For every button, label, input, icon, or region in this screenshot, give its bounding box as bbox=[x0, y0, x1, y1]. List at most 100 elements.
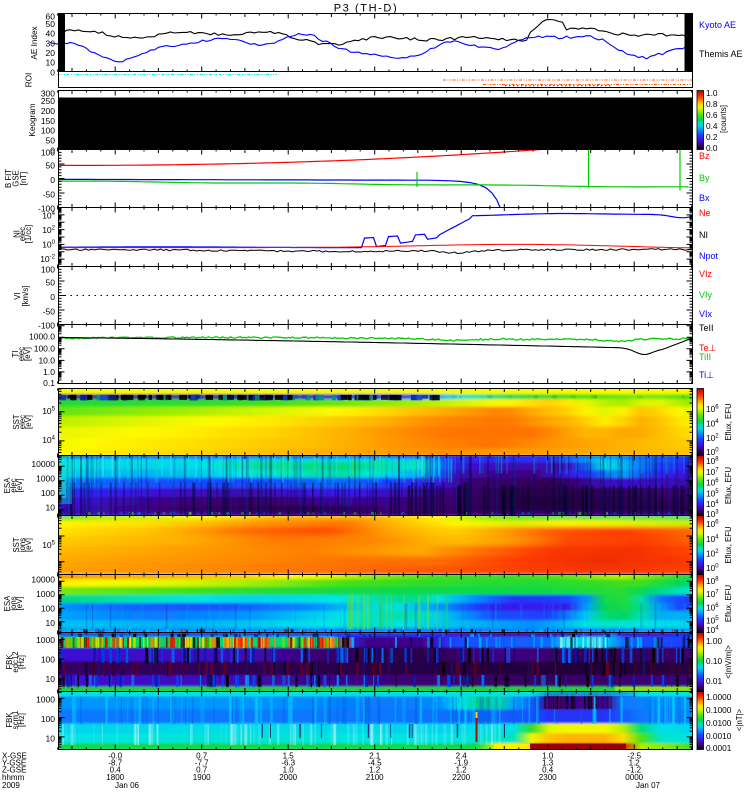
svg-text:Bx: Bx bbox=[699, 193, 710, 203]
svg-text:Ne: Ne bbox=[699, 208, 711, 218]
svg-text:elec: elec bbox=[9, 478, 18, 492]
svg-text:0000: 0000 bbox=[625, 773, 643, 782]
svg-text:102: 102 bbox=[706, 549, 719, 559]
svg-text:0.1000: 0.1000 bbox=[706, 705, 732, 715]
svg-text:<|nT|>: <|nT|> bbox=[735, 708, 744, 731]
svg-text:102: 102 bbox=[706, 433, 719, 443]
svg-text:VIy: VIy bbox=[699, 290, 713, 300]
svg-text:elec: elec bbox=[18, 415, 27, 429]
svg-text:Eflux, EFU: Eflux, EFU bbox=[724, 467, 733, 505]
svg-text:2009: 2009 bbox=[2, 781, 20, 790]
svg-text:100: 100 bbox=[41, 126, 55, 136]
svg-text:NI: NI bbox=[13, 230, 22, 238]
svg-text:1000: 1000 bbox=[36, 474, 55, 484]
svg-text:10000: 10000 bbox=[31, 575, 55, 585]
svg-text:104: 104 bbox=[706, 419, 719, 429]
svg-text:300: 300 bbox=[41, 88, 55, 98]
svg-text:Eflux, EFU: Eflux, EFU bbox=[724, 526, 733, 564]
svg-text:By: By bbox=[699, 173, 710, 183]
svg-text:Keogram: Keogram bbox=[28, 103, 37, 136]
svg-text:VI: VI bbox=[13, 292, 22, 299]
svg-text:1.00: 1.00 bbox=[706, 636, 723, 646]
svg-text:1.3: 1.3 bbox=[542, 759, 554, 768]
svg-text:[nT]: [nT] bbox=[19, 172, 28, 185]
svg-text:30: 30 bbox=[46, 38, 56, 48]
svg-text:[Hz]: [Hz] bbox=[17, 713, 26, 727]
svg-text:0.0001: 0.0001 bbox=[706, 743, 732, 753]
svg-text:20: 20 bbox=[46, 48, 56, 58]
svg-text:hhmm: hhmm bbox=[2, 773, 25, 782]
svg-text:0.0: 0.0 bbox=[706, 143, 718, 153]
svg-text:250: 250 bbox=[41, 96, 55, 106]
svg-text:ROI: ROI bbox=[25, 73, 34, 88]
svg-text:VIz: VIz bbox=[699, 269, 713, 279]
svg-text:Eflux, EFU: Eflux, EFU bbox=[724, 403, 733, 441]
svg-text:104: 104 bbox=[706, 625, 719, 635]
svg-text:0.6: 0.6 bbox=[706, 110, 718, 120]
svg-text:1900: 1900 bbox=[193, 773, 211, 782]
svg-text:2000: 2000 bbox=[279, 773, 297, 782]
svg-text:0.4: 0.4 bbox=[706, 121, 718, 131]
svg-text:10: 10 bbox=[46, 674, 56, 684]
svg-text:104: 104 bbox=[42, 210, 55, 220]
svg-text:2.4: 2.4 bbox=[456, 752, 468, 761]
svg-text:0.4: 0.4 bbox=[110, 766, 122, 775]
svg-text:2300: 2300 bbox=[539, 773, 557, 782]
svg-text:FBK: FBK bbox=[5, 712, 14, 728]
svg-text:AE Index: AE Index bbox=[30, 26, 39, 59]
svg-text:ions: ions bbox=[18, 538, 27, 552]
svg-text:0.7: 0.7 bbox=[196, 752, 208, 761]
svg-text:50: 50 bbox=[46, 160, 56, 170]
svg-text:150: 150 bbox=[41, 116, 55, 126]
svg-text:107: 107 bbox=[706, 589, 719, 599]
svg-text:0: 0 bbox=[50, 67, 55, 77]
svg-text:1000: 1000 bbox=[36, 695, 55, 705]
svg-text:[eV]: [eV] bbox=[24, 538, 33, 552]
svg-text:50: 50 bbox=[46, 136, 56, 146]
svg-text:TeII: TeII bbox=[699, 323, 714, 333]
svg-text:0: 0 bbox=[50, 175, 55, 185]
svg-text:-50: -50 bbox=[43, 189, 56, 199]
svg-text:Bz: Bz bbox=[699, 151, 710, 161]
svg-text:10: 10 bbox=[46, 734, 56, 744]
svg-text:1.2: 1.2 bbox=[456, 766, 468, 775]
svg-text:104: 104 bbox=[706, 534, 719, 544]
svg-text:50: 50 bbox=[46, 19, 56, 29]
svg-text:2200: 2200 bbox=[452, 773, 470, 782]
svg-text:0: 0 bbox=[50, 145, 55, 155]
svg-text:105: 105 bbox=[706, 616, 719, 626]
svg-text:100: 100 bbox=[706, 563, 719, 573]
svg-text:1000: 1000 bbox=[36, 635, 55, 645]
svg-text:[counts]: [counts] bbox=[719, 105, 728, 133]
svg-text:Ti⊥: Ti⊥ bbox=[699, 370, 714, 380]
svg-text:1000: 1000 bbox=[36, 589, 55, 599]
svg-text:100: 100 bbox=[706, 447, 719, 457]
svg-text:2.1: 2.1 bbox=[369, 752, 381, 761]
svg-text:0.01: 0.01 bbox=[706, 676, 723, 686]
svg-text:[eV]: [eV] bbox=[15, 479, 24, 493]
svg-text:FBK: FBK bbox=[5, 654, 14, 670]
svg-text:0.0100: 0.0100 bbox=[706, 718, 732, 728]
svg-text:105: 105 bbox=[42, 540, 55, 550]
svg-text:VIx: VIx bbox=[699, 309, 713, 319]
svg-text:0.7: 0.7 bbox=[196, 766, 208, 775]
svg-text:100: 100 bbox=[41, 604, 55, 614]
svg-text:1.0: 1.0 bbox=[706, 88, 718, 98]
svg-text:-7.7: -7.7 bbox=[195, 759, 209, 768]
svg-text:10.0: 10.0 bbox=[38, 355, 55, 365]
svg-text:1.2: 1.2 bbox=[629, 759, 641, 768]
svg-text:1.0: 1.0 bbox=[43, 367, 55, 377]
svg-text:-100: -100 bbox=[38, 204, 55, 214]
svg-text:1.0000: 1.0000 bbox=[706, 692, 732, 702]
svg-text:103: 103 bbox=[706, 509, 719, 519]
svg-text:1.5: 1.5 bbox=[283, 752, 295, 761]
svg-text:Kyoto AE: Kyoto AE bbox=[699, 20, 736, 30]
svg-text:10: 10 bbox=[46, 58, 56, 68]
svg-text:105: 105 bbox=[706, 488, 719, 498]
svg-text:2100: 2100 bbox=[366, 773, 384, 782]
svg-text:200: 200 bbox=[41, 106, 55, 116]
svg-text:Z-GSE: Z-GSE bbox=[2, 766, 26, 775]
svg-text:elec: elec bbox=[17, 347, 26, 361]
svg-text:10: 10 bbox=[46, 618, 56, 628]
svg-text:Jan 06: Jan 06 bbox=[115, 781, 140, 790]
